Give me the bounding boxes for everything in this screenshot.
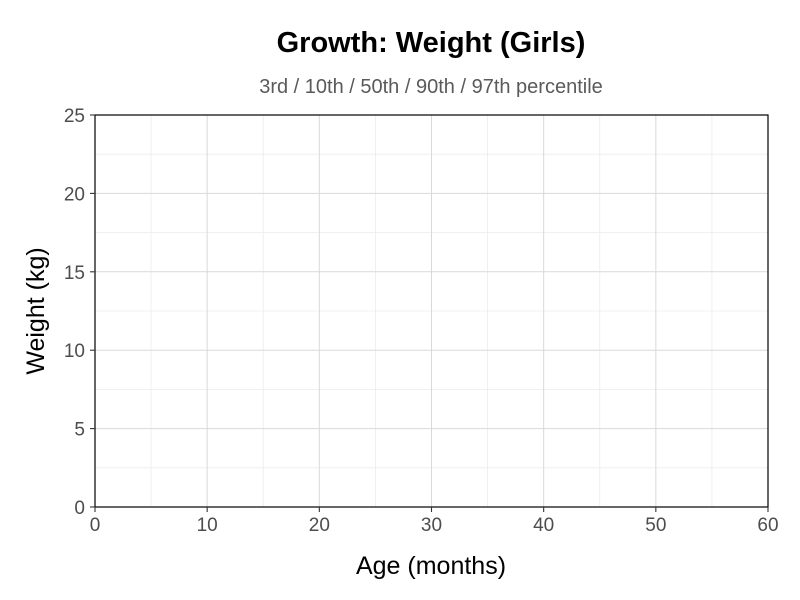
chart-title: Growth: Weight (Girls) [276, 27, 586, 59]
x-tick-label: 0 [90, 515, 101, 536]
x-tick-label: 40 [533, 515, 554, 536]
y-axis: 0 5 10 15 20 25 [64, 106, 95, 519]
x-tick-label: 20 [309, 515, 330, 536]
x-tick-label: 30 [421, 515, 442, 536]
y-tick-label: 15 [64, 263, 85, 284]
chart-subtitle: 3rd / 10th / 50th / 90th / 97th percenti… [259, 76, 603, 98]
x-tick-label: 50 [645, 515, 666, 536]
x-tick-label: 60 [757, 515, 778, 536]
y-tick-label: 5 [74, 420, 85, 441]
y-tick-label: 10 [64, 341, 85, 362]
x-axis: 0 10 20 30 40 50 60 [90, 507, 779, 536]
x-tick-label: 10 [197, 515, 218, 536]
y-tick-label: 0 [74, 498, 85, 519]
y-tick-label: 20 [64, 184, 85, 205]
y-tick-label: 25 [64, 106, 85, 127]
x-axis-title: Age (months) [356, 552, 506, 580]
y-axis-title: Weight (kg) [22, 247, 50, 374]
